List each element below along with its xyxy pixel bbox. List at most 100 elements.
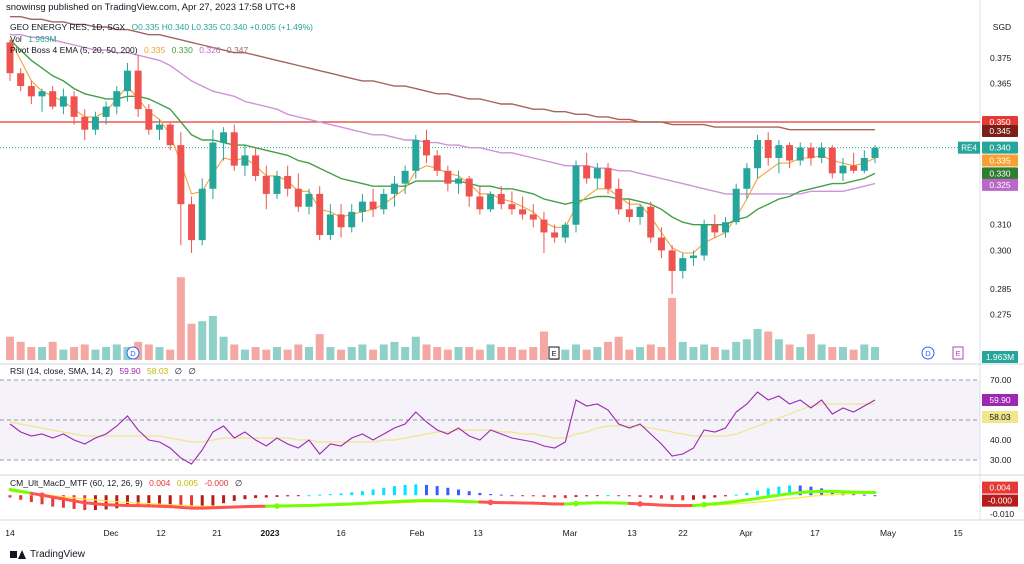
volume-bar bbox=[796, 347, 805, 360]
macd-histogram-bar bbox=[478, 492, 482, 496]
macd-histogram-bar bbox=[29, 495, 33, 503]
volume-bar bbox=[817, 344, 826, 360]
volume-bar bbox=[16, 341, 25, 360]
ticker-tag bbox=[958, 141, 980, 154]
macd-histogram-bar bbox=[222, 495, 226, 504]
macd-line-segment bbox=[777, 492, 792, 497]
symbol-name[interactable]: GEO ENERGY RES, 1D, SGX bbox=[10, 22, 126, 32]
candle-body bbox=[380, 193, 388, 210]
time-tick-label: 16 bbox=[336, 528, 346, 538]
volume-axis-label-text: 1.963M bbox=[986, 352, 1014, 362]
volume-bar bbox=[710, 347, 719, 360]
price-axis-label-text: 0.345 bbox=[989, 126, 1011, 136]
macd-value-1: 0.004 bbox=[149, 478, 171, 488]
candle-body bbox=[59, 96, 67, 107]
macd-line-segment bbox=[734, 498, 749, 503]
price-axis-label bbox=[982, 124, 1018, 137]
macd-histogram-bar bbox=[275, 495, 279, 497]
candle-body bbox=[593, 168, 601, 179]
candle-body bbox=[145, 109, 153, 130]
candle-body bbox=[807, 147, 815, 158]
candle-body bbox=[262, 175, 270, 194]
macd-histogram-bar bbox=[136, 495, 140, 507]
macd-value-3: -0.000 bbox=[204, 478, 229, 488]
price-tick-label: 0.365 bbox=[990, 78, 1012, 88]
volume-bar bbox=[774, 339, 783, 360]
volume-bar bbox=[806, 334, 815, 360]
ticker-tag-text: RE4 bbox=[961, 144, 977, 153]
candle-body bbox=[508, 204, 516, 210]
volume-bar bbox=[507, 347, 516, 360]
candle-body bbox=[252, 155, 260, 176]
volume-bar bbox=[315, 334, 324, 360]
macd-line-segment bbox=[788, 491, 802, 496]
candle-body bbox=[828, 147, 836, 174]
candle-body bbox=[230, 132, 238, 166]
volume-bar bbox=[38, 347, 47, 360]
macd-line-segment bbox=[392, 499, 407, 504]
macd-histogram-bar bbox=[766, 488, 770, 496]
candle-body bbox=[796, 147, 804, 161]
volume-bar bbox=[721, 349, 730, 360]
macd-histogram-bar bbox=[489, 494, 493, 496]
candle-body bbox=[81, 116, 89, 130]
candle-body bbox=[273, 175, 281, 194]
volume-bar bbox=[176, 277, 185, 360]
time-tick-label: Apr bbox=[739, 528, 752, 538]
volume-bar bbox=[59, 349, 68, 360]
candle-body bbox=[871, 147, 879, 158]
macd-histogram-bar bbox=[499, 494, 503, 496]
candle-body bbox=[818, 147, 826, 158]
candle-body bbox=[177, 145, 185, 205]
volume-bar bbox=[518, 349, 527, 360]
macd-histogram-bar bbox=[264, 495, 268, 498]
candle-body bbox=[134, 70, 142, 110]
price-tick-label: 0.285 bbox=[990, 284, 1012, 294]
macd-histogram-bar bbox=[61, 495, 65, 508]
macd-histogram-bar bbox=[254, 495, 258, 499]
volume-bar bbox=[240, 349, 249, 360]
volume-bar bbox=[155, 347, 164, 360]
rsi-label[interactable]: RSI (14, close, SMA, 14, 2) bbox=[10, 366, 113, 376]
volume-bar bbox=[283, 349, 292, 360]
time-tick-label: Feb bbox=[410, 528, 425, 538]
volume-bar bbox=[70, 347, 79, 360]
volume-bar bbox=[80, 344, 89, 360]
rsi-axis-label-text: 59.90 bbox=[989, 395, 1011, 405]
volume-label[interactable]: Vol bbox=[10, 34, 22, 44]
macd-histogram-bar bbox=[243, 495, 247, 500]
volume-bar bbox=[411, 336, 420, 360]
candle-body bbox=[455, 178, 463, 184]
earnings-marker-icon bbox=[548, 346, 560, 360]
ohlc-values: O0.335 H0.340 L0.335 C0.340 +0.005 (+1.4… bbox=[131, 22, 313, 32]
candle-body bbox=[700, 224, 708, 256]
ema-label[interactable]: Pivot Boss 4 EMA (5, 20, 50, 200) bbox=[10, 45, 138, 55]
volume-bar bbox=[646, 344, 655, 360]
volume-bar bbox=[144, 344, 153, 360]
dividend-marker-icon bbox=[921, 346, 935, 360]
macd-histogram-bar bbox=[670, 495, 674, 500]
macd-histogram-bar bbox=[777, 486, 781, 496]
tradingview-brand[interactable]: TradingView bbox=[10, 549, 85, 560]
volume-bar bbox=[251, 347, 260, 360]
price-axis-label bbox=[982, 167, 1018, 180]
macd-value-2: 0.005 bbox=[176, 478, 199, 488]
volume-bar bbox=[539, 331, 548, 360]
macd-label[interactable]: CM_Ult_MacD_MTF (60, 12, 26, 9) bbox=[10, 478, 143, 488]
currency-label: SGD bbox=[993, 22, 1011, 32]
macd-histogram-bar bbox=[318, 494, 322, 496]
macd-line-segment bbox=[8, 488, 23, 493]
volume-bar bbox=[262, 349, 271, 360]
macd-histogram-bar bbox=[200, 495, 204, 507]
macd-line-segment bbox=[723, 499, 738, 505]
macd-histogram-bar bbox=[424, 484, 428, 496]
macd-line-segment bbox=[168, 505, 183, 509]
candle-body bbox=[850, 165, 858, 171]
candle-body bbox=[91, 116, 99, 130]
candle-body bbox=[647, 206, 655, 238]
volume-bar bbox=[529, 347, 538, 360]
macd-histogram-bar bbox=[147, 495, 151, 506]
price-tick-label: 0.375 bbox=[990, 53, 1012, 63]
time-tick-label: May bbox=[880, 528, 897, 538]
ema-legend: Pivot Boss 4 EMA (5, 20, 50, 200) 0.335 … bbox=[10, 45, 252, 55]
